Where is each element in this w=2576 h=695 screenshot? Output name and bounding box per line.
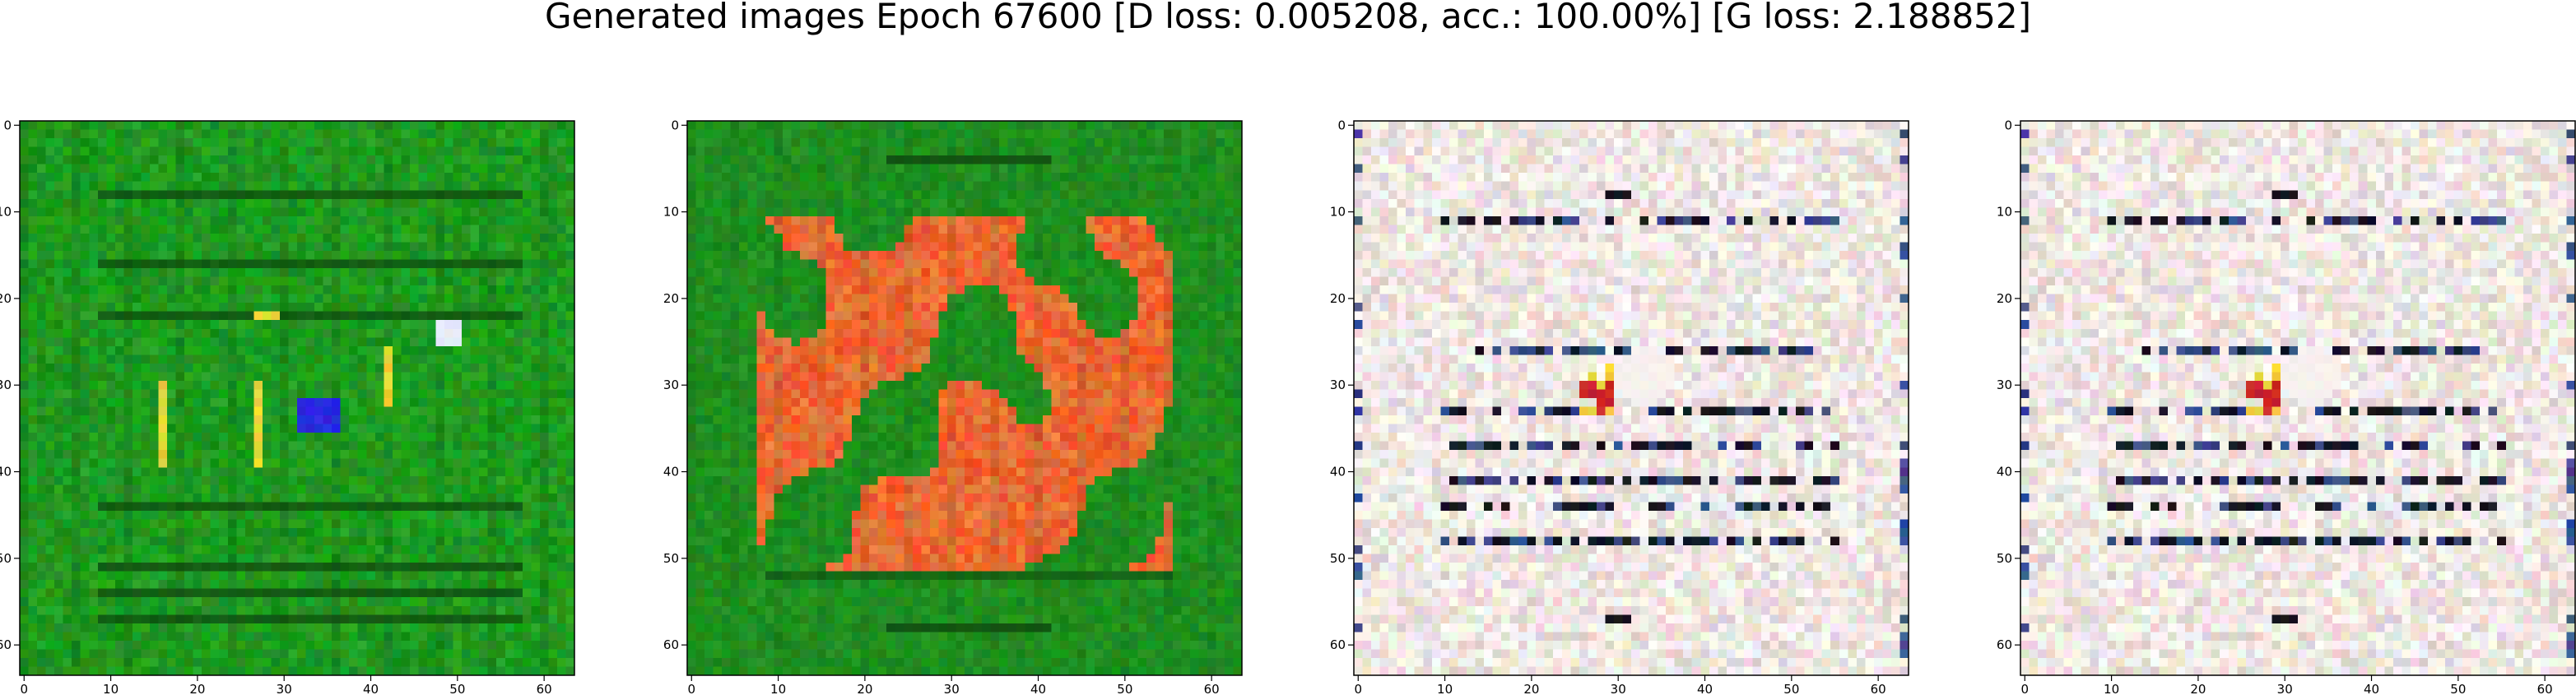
axes-frame	[1353, 120, 1909, 676]
x-tick-label: 20	[1523, 682, 1539, 695]
y-tick-label: 20	[1997, 291, 2012, 306]
image-pixels	[20, 121, 575, 676]
x-tick-label: 20	[857, 682, 872, 695]
image-pixels	[1354, 121, 1909, 676]
x-tick-label: 10	[103, 682, 119, 695]
x-tick-label: 40	[1697, 682, 1713, 695]
subplot-2: 0 10 20 30 40 50 60 0 10 20 30 40 50 60	[663, 118, 1243, 695]
y-tick-label: 50	[1997, 551, 2012, 566]
y-tick-label: 20	[0, 291, 12, 306]
y-tick-label: 30	[663, 378, 679, 392]
y-tick-label: 40	[0, 465, 12, 480]
x-tick-label: 30	[2277, 682, 2293, 695]
figure-title: Generated images Epoch 67600 [D loss: 0.…	[544, 0, 2032, 36]
y-tick-label: 60	[663, 637, 679, 652]
x-tick-label: 40	[2364, 682, 2379, 695]
y-tick-label: 10	[1997, 205, 2012, 220]
x-tick-label: 50	[2450, 682, 2466, 695]
y-tick-label: 60	[1997, 637, 2012, 652]
x-tick-label: 60	[2537, 682, 2553, 695]
x-tick-label: 50	[449, 682, 465, 695]
y-tick-label: 40	[663, 465, 679, 480]
x-tick-label: 30	[1611, 682, 1626, 695]
axes-frame	[19, 120, 575, 676]
x-tick-label: 10	[2104, 682, 2119, 695]
x-tick-label: 60	[1204, 682, 1220, 695]
y-tick-label: 30	[0, 378, 12, 392]
x-tick-label: 0	[2020, 682, 2029, 695]
y-tick-label: 20	[663, 291, 679, 306]
y-tick-label: 10	[1330, 205, 1346, 220]
y-tick-label: 0	[2004, 118, 2012, 132]
x-tick-label: 60	[1871, 682, 1886, 695]
y-tick-label: 60	[1330, 637, 1346, 652]
image-pixels	[687, 121, 1243, 676]
x-tick-label: 20	[189, 682, 205, 695]
x-tick-label: 0	[1354, 682, 1362, 695]
y-tick-label: 0	[1337, 118, 1346, 132]
x-tick-label: 0	[687, 682, 695, 695]
y-tick-label: 10	[0, 205, 12, 220]
y-tick-label: 40	[1997, 465, 2012, 480]
y-tick-label: 0	[671, 118, 679, 132]
y-tick-label: 20	[1330, 291, 1346, 306]
x-tick-label: 30	[277, 682, 292, 695]
axes-frame	[2020, 120, 2576, 676]
x-tick-label: 20	[2190, 682, 2206, 695]
x-tick-label: 60	[537, 682, 552, 695]
subplot-2-svg: 0 10 20 30 40 50 60 0 10 20 30 40 50 60	[663, 118, 1243, 695]
x-tick-label: 40	[363, 682, 379, 695]
x-tick-label: 10	[1437, 682, 1453, 695]
x-tick-label: 40	[1030, 682, 1046, 695]
y-tick-label: 10	[663, 205, 679, 220]
y-tick-label: 50	[0, 551, 12, 566]
subplot-4-svg: 0 10 20 30 40 50 60 0 10 20 30 40 50 60	[1997, 118, 2576, 695]
x-tick-label: 0	[20, 682, 28, 695]
y-tick-label: 40	[1330, 465, 1346, 480]
x-tick-label: 50	[1117, 682, 1132, 695]
y-tick-label: 50	[663, 551, 679, 566]
axes-frame	[686, 120, 1243, 676]
subplot-1: 0 10 20 30 40 50 60 0 10 20 30 40 50 60	[0, 118, 575, 695]
image-pixels	[2020, 121, 2576, 676]
y-tick-label: 0	[3, 118, 12, 132]
y-tick-label: 50	[1330, 551, 1346, 566]
y-tick-label: 30	[1330, 378, 1346, 392]
subplot-4: 0 10 20 30 40 50 60 0 10 20 30 40 50 60	[1997, 118, 2576, 695]
subplot-1-svg: 0 10 20 30 40 50 60 0 10 20 30 40 50 60	[0, 118, 575, 695]
y-tick-label: 30	[1997, 378, 2012, 392]
x-tick-label: 50	[1783, 682, 1799, 695]
subplot-3-svg: 0 10 20 30 40 50 60 0 10 20 30 40 50 60	[1330, 118, 1909, 695]
subplot-3: 0 10 20 30 40 50 60 0 10 20 30 40 50 60	[1330, 118, 1909, 695]
x-tick-label: 10	[770, 682, 786, 695]
x-tick-label: 30	[944, 682, 960, 695]
y-tick-label: 60	[0, 637, 12, 652]
